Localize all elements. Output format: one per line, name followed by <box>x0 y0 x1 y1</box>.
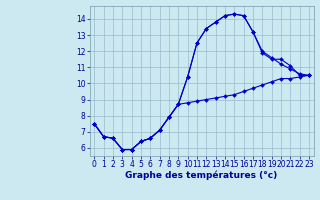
X-axis label: Graphe des températures (°c): Graphe des températures (°c) <box>125 171 278 180</box>
